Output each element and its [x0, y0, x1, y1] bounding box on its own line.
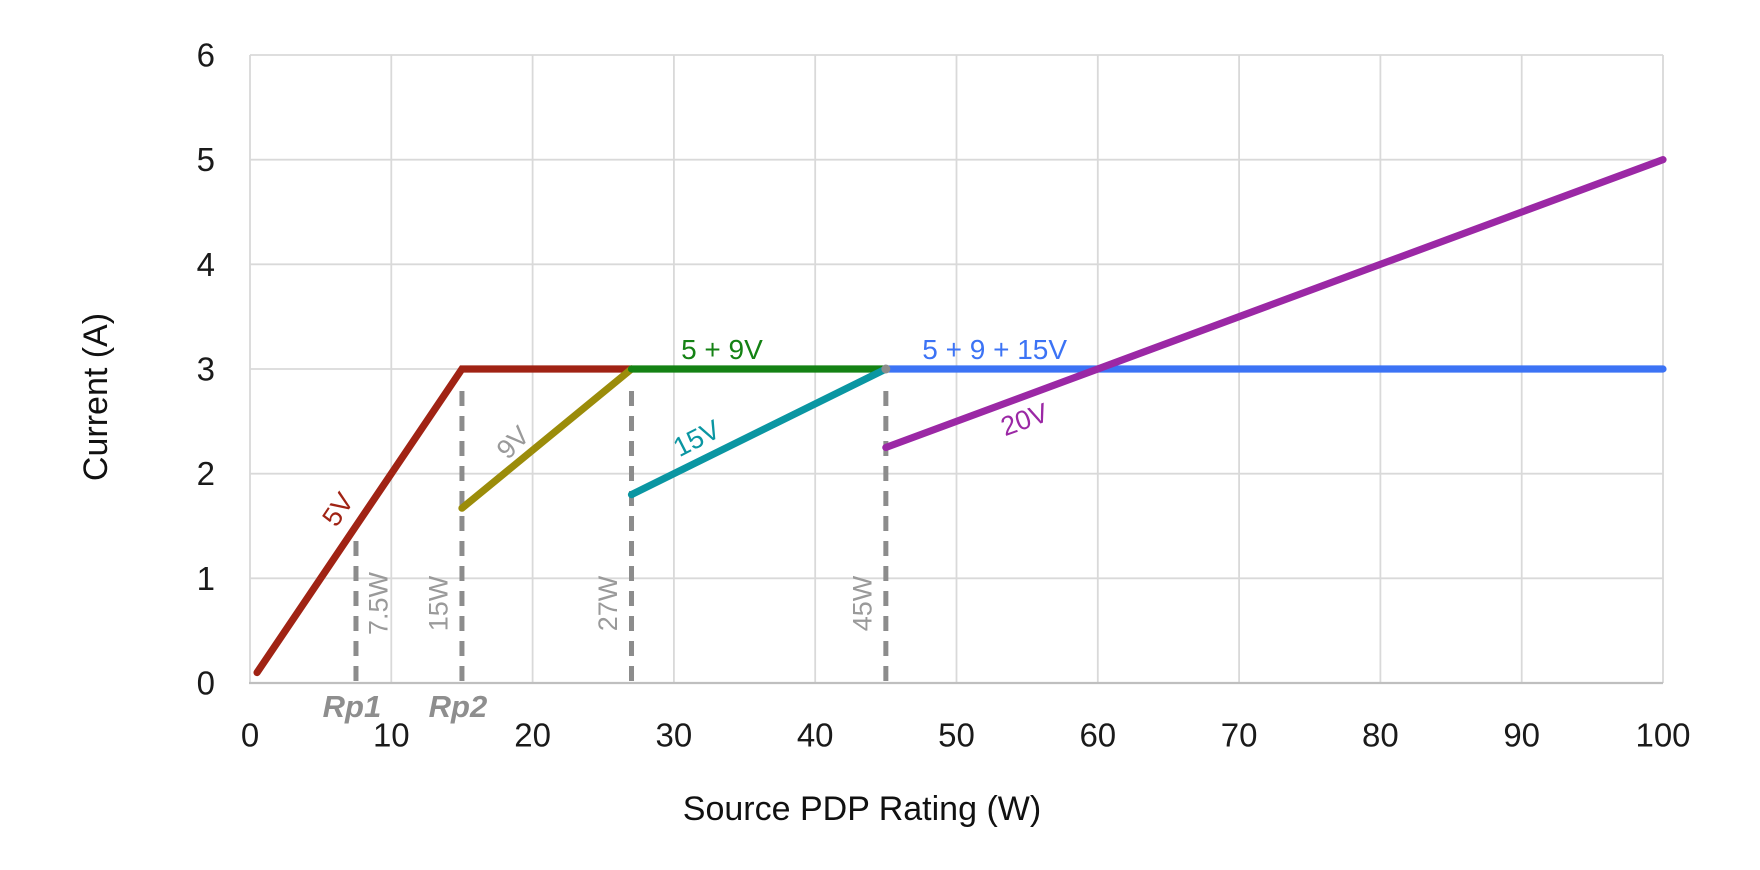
y-tick-label-3: 3 — [197, 351, 215, 388]
series-line-9v — [458, 365, 636, 512]
series-line-5v — [253, 365, 636, 677]
y-tick-label-6: 6 — [197, 37, 215, 74]
y-tick-label-0: 0 — [197, 665, 215, 702]
power-marker-label-45w: 45W — [847, 575, 877, 631]
x-tick-label-90: 90 — [1503, 717, 1540, 754]
x-tick-label-70: 70 — [1221, 717, 1258, 754]
x-tick-label-60: 60 — [1079, 717, 1116, 754]
y-tick-label-1: 1 — [197, 560, 215, 597]
x-tick-label-0: 0 — [241, 717, 259, 754]
series-label-9v: 9V — [491, 420, 536, 465]
x-tick-label-30: 30 — [656, 717, 693, 754]
y-axis-title: Current (A) — [77, 313, 115, 481]
series-label-5-9v: 5 + 9V — [681, 334, 763, 365]
series-label-5-9-15v: 5 + 9 + 15V — [922, 334, 1067, 365]
x-axis-title: Source PDP Rating (W) — [683, 790, 1041, 828]
junction-marker-dot — [881, 364, 891, 374]
rp-annotation-rp1: Rp1 — [323, 689, 382, 724]
series-line-15v — [627, 365, 890, 499]
rp-annotation-rp2: Rp2 — [429, 689, 488, 724]
series-line-20v — [882, 156, 1667, 452]
x-tick-label-40: 40 — [797, 717, 834, 754]
y-tick-label-4: 4 — [197, 246, 215, 283]
x-tick-label-80: 80 — [1362, 717, 1399, 754]
y-tick-label-2: 2 — [197, 455, 215, 492]
x-tick-label-50: 50 — [938, 717, 975, 754]
power-marker-label-27w: 27W — [593, 575, 623, 631]
y-tick-label-5: 5 — [197, 141, 215, 178]
x-tick-label-20: 20 — [514, 717, 551, 754]
power-marker-label-15w: 15W — [423, 575, 453, 631]
x-tick-label-10: 10 — [373, 717, 410, 754]
x-tick-label-100: 100 — [1635, 717, 1690, 754]
power-marker-label-7.5w: 7.5W — [363, 571, 393, 635]
